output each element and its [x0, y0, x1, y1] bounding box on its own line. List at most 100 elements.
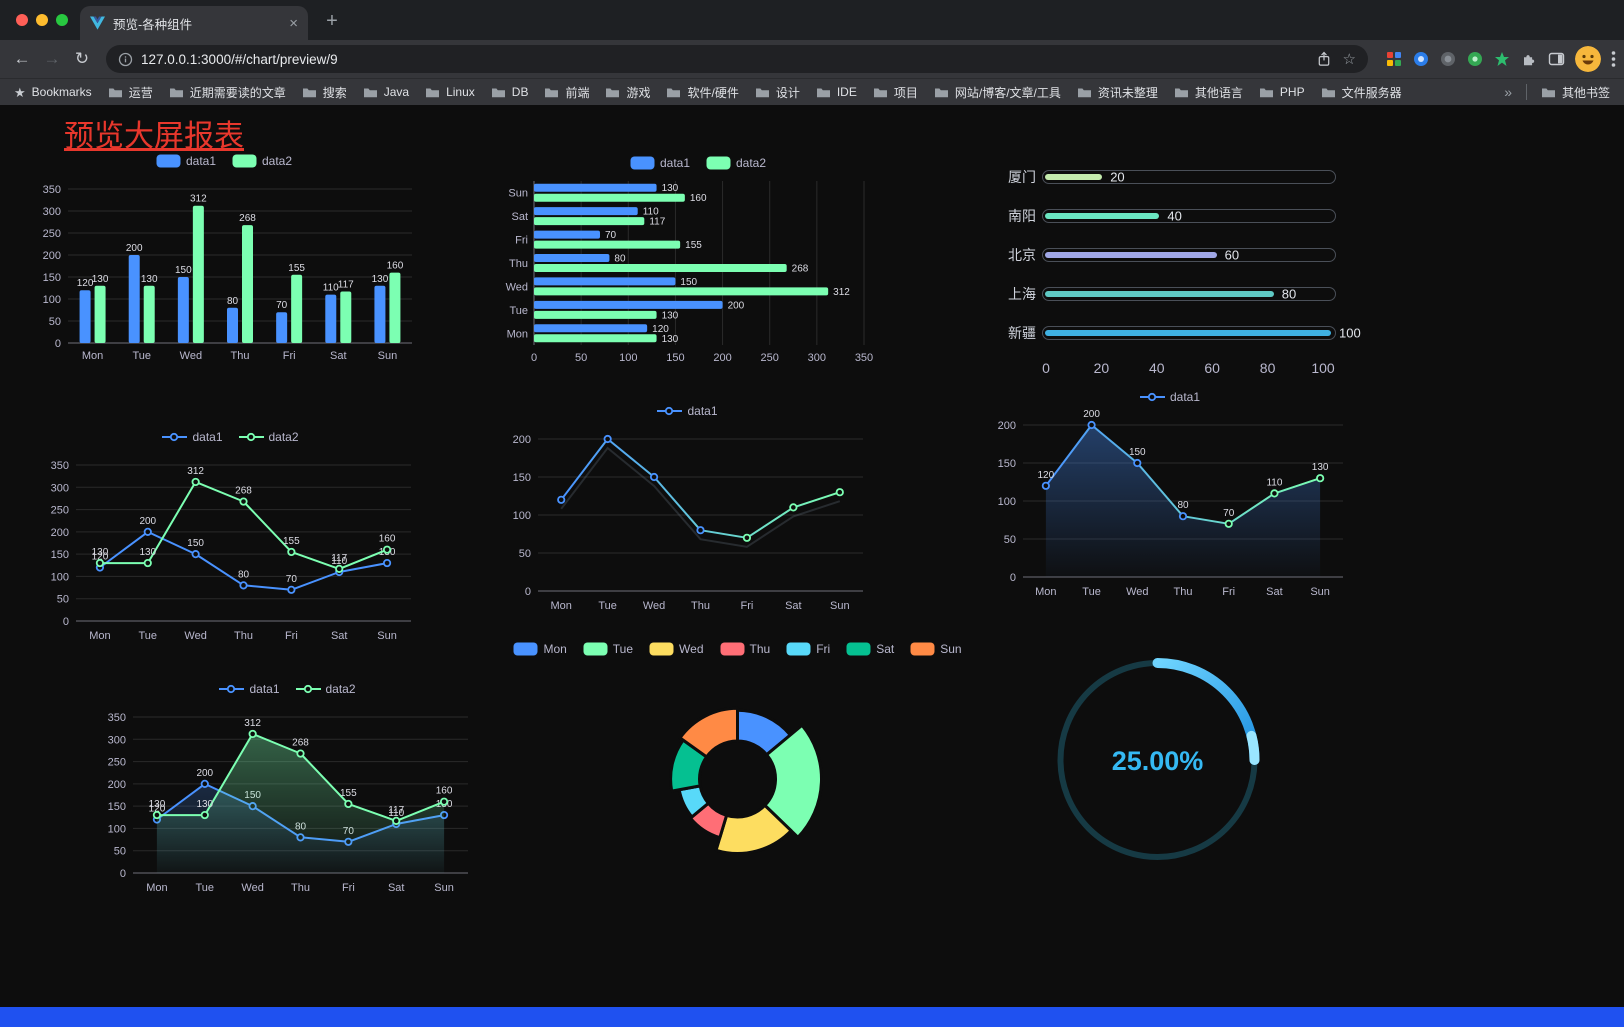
legend-item[interactable]: data1 — [219, 682, 280, 696]
svg-text:Fri: Fri — [283, 350, 296, 362]
bookmark-star-icon[interactable]: ☆ — [1342, 50, 1356, 68]
legend-swatch-icon — [156, 154, 181, 168]
gauge-progress-svg: 25.00% — [1057, 658, 1260, 860]
menu-icon[interactable] — [1611, 50, 1616, 68]
sidebar-icon[interactable] — [1548, 51, 1565, 67]
svg-text:110: 110 — [643, 207, 659, 218]
close-window-button[interactable] — [16, 14, 28, 26]
reload-button[interactable]: ↻ — [74, 49, 90, 68]
forward-button[interactable]: → — [43, 49, 61, 68]
extension-icon-gray[interactable] — [1440, 51, 1456, 67]
bookmark-folder[interactable]: DB — [491, 85, 528, 99]
bookmark-label: 其他语言 — [1194, 85, 1243, 100]
folder-icon — [1077, 86, 1092, 98]
other-bookmarks-button[interactable]: 其他书签 — [1541, 84, 1610, 101]
bookmark-folder[interactable]: 搜索 — [302, 84, 347, 101]
bookmark-folder[interactable]: 其他语言 — [1174, 84, 1243, 101]
bookmark-folder[interactable]: 前端 — [544, 84, 589, 101]
bookmark-folder[interactable]: Java — [363, 85, 409, 99]
legend-item[interactable]: data2 — [706, 156, 766, 170]
legend-item[interactable]: data2 — [295, 682, 356, 696]
legend-item[interactable]: Sat — [846, 642, 894, 656]
bookmark-label: 前端 — [565, 85, 590, 100]
legend-line-icon — [657, 406, 683, 416]
progress-city-label: 南阳 — [1008, 207, 1036, 224]
svg-text:250: 250 — [108, 757, 126, 769]
tab-close-icon[interactable]: × — [289, 14, 298, 32]
svg-text:110: 110 — [1266, 477, 1282, 488]
puzzle-icon[interactable] — [1521, 51, 1537, 67]
bookmarks-manager-button[interactable]: ★ Bookmarks — [14, 85, 92, 99]
bookmark-folder[interactable]: Linux — [425, 85, 475, 99]
svg-text:Thu: Thu — [691, 600, 710, 612]
bookmark-folder[interactable]: 项目 — [873, 84, 918, 101]
profile-avatar[interactable] — [1575, 46, 1601, 72]
url-text[interactable]: 127.0.0.1:3000/#/chart/preview/9 — [141, 51, 338, 67]
line-gradient-svg: 0 50 100 150 200 Mon Tue Wed Thu Fri Sat Sun — [513, 434, 863, 612]
bookmarks-overflow-chevron[interactable]: » — [1504, 84, 1512, 100]
site-info-icon[interactable] — [118, 52, 133, 67]
svg-text:250: 250 — [43, 228, 61, 240]
axis-tick-label: 0 — [1042, 360, 1050, 376]
legend-item[interactable]: data1 — [156, 154, 216, 168]
svg-text:200: 200 — [51, 527, 69, 539]
svg-text:Tue: Tue — [1082, 586, 1101, 598]
legend-label: data2 — [736, 156, 767, 170]
svg-text:150: 150 — [680, 277, 697, 288]
legend-item[interactable]: data1 — [1139, 390, 1200, 404]
bookmark-folder[interactable]: PHP — [1259, 85, 1305, 99]
bookmark-folder[interactable]: 运营 — [108, 84, 153, 101]
back-button[interactable]: ← — [13, 49, 31, 68]
bookmark-folder[interactable]: 资讯未整理 — [1077, 84, 1158, 101]
minimize-window-button[interactable] — [36, 14, 48, 26]
multi-line-chart: data1 data2 0 50 100 150 200 250 300 350 Mon Tue Wed… — [38, 425, 423, 645]
progress-row: 北京 60 — [1000, 235, 1365, 274]
chart-legend: Mon Tue Wed Thu Fri Sat Sun — [513, 637, 962, 661]
legend-item[interactable]: data2 — [238, 430, 299, 444]
legend-swatch-icon — [846, 642, 871, 656]
gradient-line-chart: data1 0 50 100 150 200 Mon Tue Wed Thu Fri Sat Sun — [500, 399, 875, 615]
progress-row: 上海 80 — [1000, 274, 1365, 313]
legend-item[interactable]: data2 — [232, 154, 292, 168]
legend-line-icon — [1139, 392, 1165, 402]
axis-tick-label: 100 — [1311, 360, 1335, 376]
axis-tick-label: 80 — [1259, 360, 1276, 376]
legend-item[interactable]: data1 — [657, 404, 718, 418]
browser-tab[interactable]: 预览-各种组件 × — [80, 6, 308, 40]
svg-text:Tue: Tue — [196, 882, 215, 894]
bookmark-folder[interactable]: 网站/博客/文章/工具 — [934, 84, 1061, 101]
bookmark-folder[interactable]: 游戏 — [605, 84, 650, 101]
svg-text:Mon: Mon — [89, 630, 110, 642]
bookmark-folder[interactable]: 设计 — [755, 84, 800, 101]
extension-icon-grid[interactable] — [1386, 51, 1402, 67]
legend-item[interactable]: Tue — [583, 642, 633, 656]
bookmark-folder[interactable]: 文件服务器 — [1321, 84, 1402, 101]
address-bar[interactable]: 127.0.0.1:3000/#/chart/preview/9 ☆ — [106, 45, 1368, 73]
area-single-svg: 0 50 100 150 200 Mon Tue Wed Thu Fri Sat Sun 120 200 1… — [998, 409, 1343, 598]
legend-item[interactable]: Wed — [649, 642, 704, 656]
svg-text:117: 117 — [388, 805, 404, 816]
share-icon[interactable] — [1317, 51, 1331, 67]
zoom-window-button[interactable] — [56, 14, 68, 26]
svg-text:0: 0 — [55, 338, 61, 350]
bookmark-folder[interactable]: 近期需要读的文章 — [169, 84, 286, 101]
new-tab-button[interactable]: + — [326, 9, 338, 32]
progress-row: 南阳 40 — [1000, 196, 1365, 235]
legend-item[interactable]: Fri — [786, 642, 830, 656]
legend-item[interactable]: data1 — [630, 156, 690, 170]
progress-city-label: 北京 — [1008, 246, 1036, 263]
legend-item[interactable]: Sun — [910, 642, 962, 656]
bookmark-folder[interactable]: IDE — [816, 85, 857, 99]
progress-fill — [1045, 212, 1160, 219]
legend-swatch-icon — [910, 642, 935, 656]
extension-icon-blue[interactable] — [1413, 51, 1429, 67]
legend-item[interactable]: Mon — [513, 642, 567, 656]
svg-text:110: 110 — [388, 808, 404, 819]
extension-icon-green[interactable] — [1467, 51, 1483, 67]
legend-item[interactable]: data1 — [162, 430, 223, 444]
bookmark-folder[interactable]: 软件/硬件 — [666, 84, 739, 101]
bookmark-label: Java — [383, 85, 410, 99]
legend-item[interactable]: Thu — [720, 642, 770, 656]
extension-icon-star[interactable] — [1494, 51, 1510, 67]
window-controls — [16, 14, 68, 26]
